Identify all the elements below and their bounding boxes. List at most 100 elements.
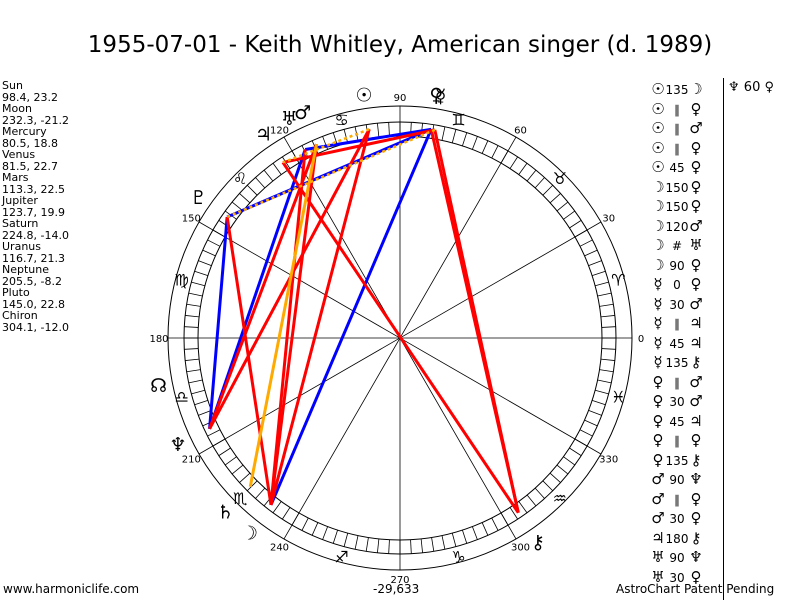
degree-tick (549, 193, 561, 204)
aspect-second-glyph: ♀ (690, 99, 702, 118)
zodiac-sign-glyph: ♊ (451, 111, 465, 130)
aspect-first-glyph: ☽ (651, 177, 665, 196)
aspect-line (281, 161, 520, 514)
aspect-line (282, 128, 436, 164)
degree-tick (481, 522, 489, 536)
degree-tick (194, 270, 209, 276)
degree-tick (202, 249, 216, 257)
degree-tick (472, 136, 478, 150)
degree-tick (301, 517, 309, 531)
degree-tick (491, 517, 499, 531)
planet-glyph: ♅ (281, 108, 298, 130)
planet-name: Mars (2, 171, 29, 184)
degree-tick (595, 281, 609, 287)
zodiac-sign-glyph: ♏ (233, 489, 247, 508)
aspect-second-glyph: ♅ (689, 236, 703, 254)
degree-tick (599, 303, 614, 307)
aspect-row: ☿ 135 ⚷ (651, 353, 703, 371)
aspect-second-glyph: ☽ (689, 80, 703, 98)
degree-tick (207, 239, 221, 247)
aspect-type: 120 (665, 219, 689, 234)
planet-name: Uranus (2, 240, 41, 253)
degree-tick (563, 210, 575, 220)
aspect-type: ∥ (674, 434, 680, 448)
degree-tick (420, 538, 423, 553)
degree-tick (579, 239, 593, 247)
aspect-first-glyph: ♅ (651, 567, 665, 586)
aspect-first-glyph: ♅ (651, 548, 665, 566)
aspect-type: # (671, 239, 683, 253)
chart-title: 1955-07-01 - Keith Whitley, American sin… (87, 32, 713, 58)
extra-aspect-second: ♀ (764, 80, 775, 95)
degree-tick (239, 472, 251, 483)
footer-website-link[interactable]: www.harmoniclife.com (3, 582, 140, 596)
degree-tick (597, 292, 612, 297)
aspect-second-glyph: ♂ (689, 119, 703, 137)
degree-tick (591, 270, 606, 276)
aspect-first-glyph: ☽ (651, 255, 665, 274)
degree-tick (462, 132, 468, 147)
degree-tick (377, 123, 380, 138)
aspect-type: ∥ (674, 375, 680, 390)
planet-glyph: ♀ (429, 85, 443, 107)
degree-tick (601, 348, 616, 350)
degree-tick (441, 126, 446, 141)
aspect-type: ∥ (674, 317, 680, 331)
degree-label: 180 (149, 334, 168, 345)
degree-tick (282, 507, 291, 520)
aspect-row: ☉ ∥ ♂ (651, 119, 703, 137)
degree-tick (556, 201, 569, 212)
aspect-row: ♂ ∥ ♀ (651, 490, 703, 508)
aspect-row: ☽ 90 ♀ (651, 256, 703, 274)
aspect-type: ∥ (674, 141, 680, 156)
planet-coords: 224.8, -14.0 (2, 228, 69, 242)
degree-tick (441, 535, 446, 550)
degree-label: 150 (182, 214, 201, 225)
aspect-type: 90 (669, 551, 685, 565)
zodiac-sign-glyph: ♐ (334, 547, 348, 566)
aspect-row: ♀ 30 ♂ (651, 392, 703, 410)
aspect-first-glyph: ☉ (651, 99, 665, 118)
aspect-row: ☿ 45 ♃ (651, 334, 703, 352)
aspect-row: ☿ ∥ ♃ (651, 314, 703, 332)
aspect-line (269, 128, 433, 506)
degree-tick (255, 487, 266, 499)
degree-label: 240 (270, 543, 289, 554)
aspect-second-glyph: ♀ (690, 567, 702, 586)
planet-name: Neptune (2, 263, 50, 276)
aspect-first-glyph: ☿ (653, 353, 663, 371)
aspect-row: ☽ # ♅ (651, 236, 703, 254)
degree-tick (472, 526, 478, 540)
degree-tick (225, 456, 237, 466)
degree-tick (549, 472, 561, 483)
zodiac-sign-glyph: ♈ (611, 271, 625, 290)
degree-tick (451, 533, 457, 547)
planet-coords: 80.5, 18.8 (2, 136, 58, 150)
aspect-type: 135 (665, 453, 689, 468)
zodiac-sign-glyph: ♍ (175, 271, 189, 290)
degree-tick (563, 456, 575, 466)
footer-patent-note: AstroChart Patent Pending (616, 582, 775, 596)
aspect-first-glyph: ☽ (651, 216, 665, 235)
aspect-row: ☿ 0 ♀ (651, 275, 703, 293)
aspect-line (269, 128, 371, 506)
degree-tick (569, 220, 582, 229)
aspect-type: ∥ (674, 492, 680, 507)
aspect-line (226, 128, 436, 219)
planet-coords: 98.4, 23.2 (2, 90, 58, 104)
aspect-second-glyph: ♀ (690, 431, 702, 449)
degree-tick (462, 529, 468, 544)
aspect-line (248, 143, 319, 487)
planet-glyph: ♃ (255, 123, 272, 145)
planet-glyph: ♆ (169, 434, 186, 456)
degree-label: 300 (511, 543, 530, 554)
aspect-type: 180 (665, 531, 689, 546)
aspect-row: ♀ 135 ⚷ (651, 451, 703, 469)
degree-tick (579, 429, 593, 437)
aspect-first-glyph: ♃ (651, 528, 665, 547)
aspect-first-glyph: ☿ (653, 275, 663, 293)
aspect-second-glyph: ♀ (690, 275, 702, 293)
aspect-first-glyph: ♀ (652, 392, 664, 410)
aspect-type: 45 (669, 161, 685, 175)
aspect-second-glyph: ♂ (689, 392, 703, 410)
